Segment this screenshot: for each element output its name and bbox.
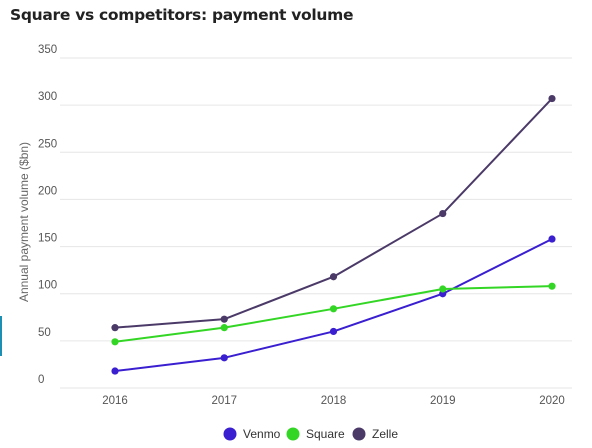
legend-label-square: Square xyxy=(306,427,345,441)
series-square xyxy=(111,282,556,346)
x-tick-label-2017: 2017 xyxy=(211,395,237,407)
y-tick-label: 100 xyxy=(38,280,57,292)
data-point-venmo-2020 xyxy=(548,235,556,243)
series-zelle xyxy=(111,94,556,332)
legend-item-zelle[interactable]: Zelle xyxy=(352,427,399,441)
legend-marker-venmo xyxy=(223,427,237,441)
legend-marker-square xyxy=(286,427,300,441)
legend-label-zelle: Zelle xyxy=(372,427,398,441)
chart-title: Square vs competitors: payment volume xyxy=(10,6,354,24)
data-point-square-2020 xyxy=(548,282,556,290)
x-tick-label-2019: 2019 xyxy=(430,395,456,407)
left-edge-accent xyxy=(0,316,2,356)
x-tick-label-2020: 2020 xyxy=(539,395,565,407)
data-point-venmo-2016 xyxy=(111,367,119,375)
y-tick-label: 0 xyxy=(38,374,44,386)
x-tick-labels: 2016 2017 2018 2019 2020 xyxy=(102,395,565,407)
x-tick-label-2018: 2018 xyxy=(321,395,347,407)
legend-label-venmo: Venmo xyxy=(243,427,281,441)
series-venmo xyxy=(111,235,556,375)
y-tick-label: 300 xyxy=(38,91,57,103)
y-tick-label: 50 xyxy=(38,327,51,339)
data-point-square-2017 xyxy=(220,324,228,332)
legend-item-venmo[interactable]: Venmo xyxy=(223,427,281,441)
data-point-venmo-2018 xyxy=(329,327,338,336)
data-point-zelle-2016 xyxy=(111,324,119,332)
series-line-venmo xyxy=(114,238,553,373)
data-point-zelle-2017 xyxy=(220,315,228,323)
legend[interactable]: Venmo Square Zelle xyxy=(223,427,399,441)
data-point-venmo-2017 xyxy=(220,354,228,362)
series-layer xyxy=(111,94,556,375)
data-point-square-2019 xyxy=(439,285,447,293)
y-tick-label: 200 xyxy=(38,185,57,197)
data-point-square-2018 xyxy=(329,305,338,313)
legend-marker-zelle xyxy=(352,427,366,441)
y-tick-label: 150 xyxy=(38,233,57,245)
y-tick-labels: 0 50 100 150 200 250 300 350 xyxy=(38,44,57,386)
data-point-zelle-2020 xyxy=(548,94,556,103)
y-tick-label: 350 xyxy=(38,44,57,56)
data-point-zelle-2019 xyxy=(439,209,447,218)
data-point-zelle-2018 xyxy=(329,273,338,281)
gridlines xyxy=(60,57,572,389)
y-axis-title: Annual payment volume ($bn) xyxy=(17,142,31,302)
x-tick-label-2016: 2016 xyxy=(102,395,128,407)
legend-item-square[interactable]: Square xyxy=(286,427,346,441)
y-tick-label: 250 xyxy=(38,138,57,150)
data-point-square-2016 xyxy=(111,338,119,346)
